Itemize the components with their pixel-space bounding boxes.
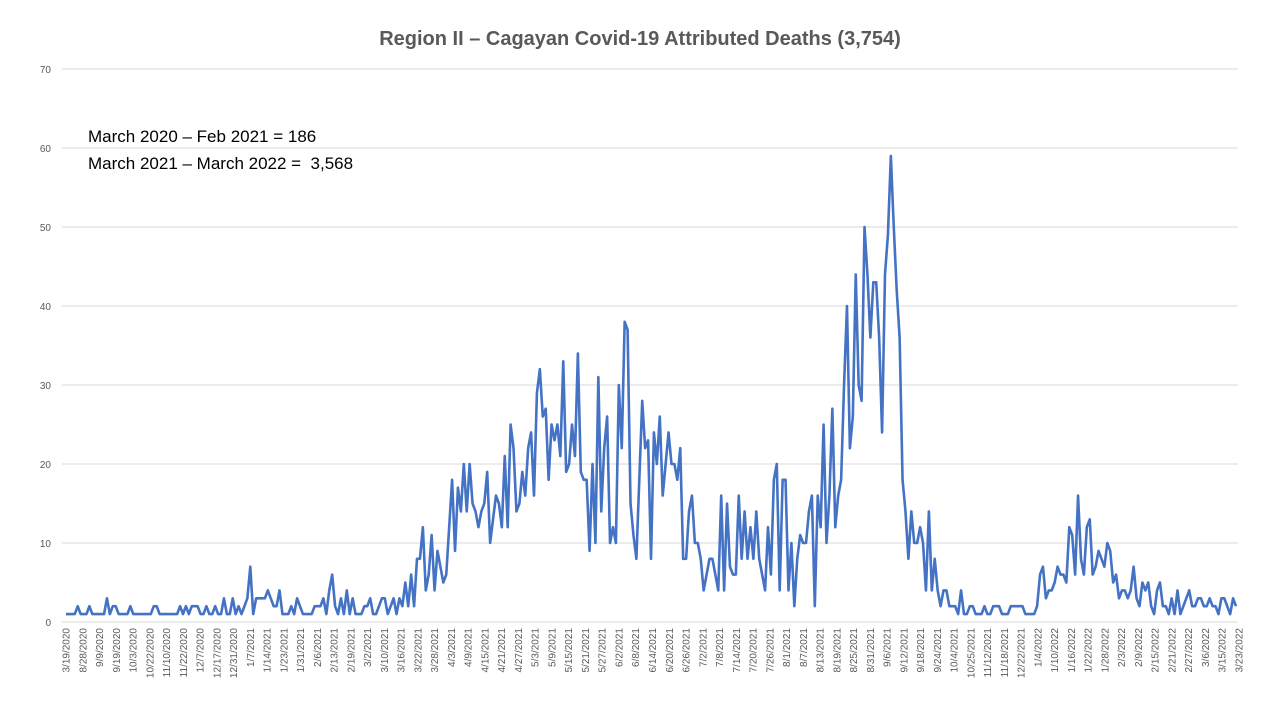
x-tick-label: 12/17/2020 — [212, 628, 223, 678]
series-line-deaths — [66, 154, 1238, 616]
x-tick-label: 11/10/2020 — [162, 628, 173, 678]
chart-title: Region II – Cagayan Covid-19 Attributed … — [379, 28, 901, 50]
x-tick-label: 3/19/2020 — [62, 628, 73, 673]
x-tick-label: 3/23/2022 — [1235, 628, 1246, 673]
x-tick-label: 1/7/2021 — [246, 628, 257, 667]
x-tick-label: 9/19/2020 — [112, 628, 123, 673]
x-tick-label: 7/2/2021 — [698, 628, 709, 667]
x-tick-label: 3/16/2021 — [397, 628, 408, 673]
y-tick-label: 10 — [40, 539, 52, 550]
x-tick-label: 6/14/2021 — [648, 628, 659, 673]
x-tick-label: 8/19/2021 — [832, 628, 843, 673]
x-tick-label: 3/10/2021 — [380, 628, 391, 673]
x-tick-label: 3/28/2021 — [430, 628, 441, 673]
x-tick-label: 11/22/2020 — [179, 628, 190, 678]
x-tick-label: 11/18/2021 — [1000, 628, 1011, 678]
x-tick-label: 5/9/2021 — [548, 628, 559, 667]
x-tick-label: 5/15/2021 — [564, 628, 575, 673]
x-tick-label: 6/2/2021 — [615, 628, 626, 667]
x-tick-label: 2/9/2022 — [1134, 628, 1145, 667]
x-tick-label: 3/22/2021 — [413, 628, 424, 673]
x-tick-label: 9/18/2021 — [916, 628, 927, 673]
x-tick-label: 10/25/2021 — [966, 628, 977, 678]
x-tick-label: 9/9/2020 — [95, 628, 106, 667]
x-tick-label: 6/20/2021 — [665, 628, 676, 673]
y-tick-label: 40 — [40, 302, 52, 313]
x-tick-label: 3/6/2022 — [1201, 628, 1212, 667]
x-tick-label: 8/7/2021 — [799, 628, 810, 667]
x-tick-label: 9/12/2021 — [899, 628, 910, 673]
x-tick-label: 10/22/2020 — [145, 628, 156, 678]
x-tick-label: 12/7/2020 — [196, 628, 207, 673]
x-tick-label: 1/16/2022 — [1067, 628, 1078, 673]
x-tick-label: 2/15/2022 — [1151, 628, 1162, 673]
x-tick-label: 7/8/2021 — [715, 628, 726, 667]
x-tick-label: 11/12/2021 — [983, 628, 994, 678]
x-tick-label: 4/15/2021 — [480, 628, 491, 673]
x-tick-label: 9/6/2021 — [883, 628, 894, 667]
y-axis-ticks: 0 10 20 30 40 50 60 70 — [40, 65, 52, 629]
x-tick-label: 10/4/2021 — [950, 628, 961, 673]
x-tick-label: 1/22/2022 — [1084, 628, 1095, 673]
x-tick-label: 1/23/2021 — [279, 628, 290, 673]
x-tick-label: 2/13/2021 — [330, 628, 341, 673]
x-axis-ticks: 3/19/2020 8/28/2020 9/9/2020 9/19/2020 10/3/… — [62, 628, 1246, 678]
x-tick-label: 4/3/2021 — [447, 628, 458, 667]
y-tick-label: 70 — [40, 65, 52, 76]
x-tick-label: 9/24/2021 — [933, 628, 944, 673]
x-tick-label: 12/22/2021 — [1017, 628, 1028, 678]
x-tick-label: 1/28/2022 — [1100, 628, 1111, 673]
x-tick-label: 12/31/2020 — [229, 628, 240, 678]
x-tick-label: 4/21/2021 — [497, 628, 508, 673]
x-tick-label: 8/31/2021 — [866, 628, 877, 673]
x-tick-label: 3/15/2022 — [1218, 628, 1229, 673]
x-tick-label: 2/3/2022 — [1117, 628, 1128, 667]
annotation-period-1: March 2020 – Feb 2021 = 186 — [88, 127, 317, 146]
x-tick-label: 2/21/2022 — [1168, 628, 1179, 673]
x-tick-label: 8/28/2020 — [78, 628, 89, 673]
x-tick-label: 2/6/2021 — [313, 628, 324, 667]
x-tick-label: 2/27/2022 — [1184, 628, 1195, 673]
y-tick-label: 50 — [40, 223, 52, 234]
x-tick-label: 8/13/2021 — [816, 628, 827, 673]
x-tick-label: 8/1/2021 — [782, 628, 793, 667]
x-tick-label: 1/14/2021 — [263, 628, 274, 673]
x-tick-label: 5/21/2021 — [581, 628, 592, 673]
x-tick-label: 3/2/2021 — [363, 628, 374, 667]
x-tick-label: 1/10/2022 — [1050, 628, 1061, 673]
y-tick-label: 30 — [40, 381, 52, 392]
x-tick-label: 1/4/2022 — [1033, 628, 1044, 667]
y-tick-label: 20 — [40, 460, 52, 471]
x-tick-label: 7/20/2021 — [749, 628, 760, 673]
x-tick-label: 5/3/2021 — [531, 628, 542, 667]
annotation-period-2: March 2021 – March 2022 = 3,568 — [88, 154, 354, 173]
series-layer — [66, 154, 1238, 616]
x-tick-label: 7/14/2021 — [732, 628, 743, 673]
y-tick-label: 60 — [40, 144, 52, 155]
x-tick-label: 4/9/2021 — [464, 628, 475, 667]
y-tick-label: 0 — [45, 618, 51, 629]
x-tick-label: 5/27/2021 — [598, 628, 609, 673]
x-tick-label: 1/31/2021 — [296, 628, 307, 673]
x-tick-label: 4/27/2021 — [514, 628, 525, 673]
x-tick-label: 6/26/2021 — [682, 628, 693, 673]
x-tick-label: 8/25/2021 — [849, 628, 860, 673]
x-tick-label: 7/26/2021 — [765, 628, 776, 673]
x-tick-label: 6/8/2021 — [631, 628, 642, 667]
x-tick-label: 2/19/2021 — [346, 628, 357, 673]
x-tick-label: 10/3/2020 — [129, 628, 140, 673]
